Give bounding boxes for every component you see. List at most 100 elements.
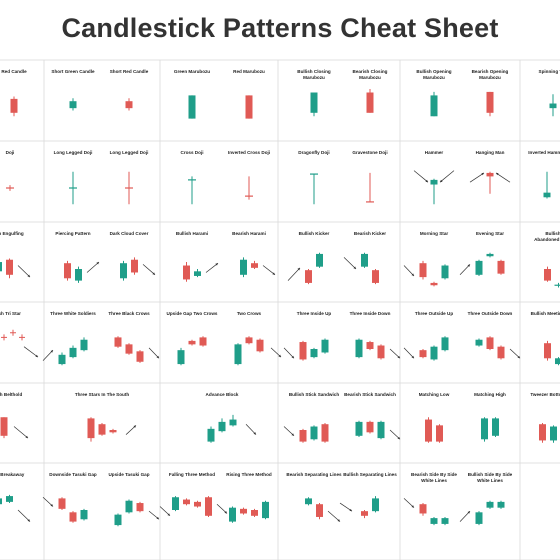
bear-candle (98, 424, 106, 435)
pattern-label: Advance Block (206, 392, 239, 397)
bull-candle (310, 426, 318, 440)
pattern-label: Evening Star (476, 231, 504, 236)
pattern-label: Bullish Kicker (299, 231, 330, 236)
bull-candle (305, 498, 312, 505)
bear-candle (361, 511, 368, 516)
trend-arrow-head (467, 264, 470, 267)
trend-arrow (86, 261, 100, 273)
bear-candle (419, 504, 427, 514)
bear-candle (299, 430, 307, 442)
bear-candle (251, 263, 258, 268)
trend-arrow-head (215, 263, 218, 266)
trend-arrow (245, 423, 257, 435)
pattern-label: Bearish Harami (232, 231, 266, 236)
trend-arrow-head (411, 273, 414, 276)
bear-candle (486, 337, 494, 349)
pattern-label: Morning Star (420, 231, 449, 236)
bear-candle (183, 265, 190, 280)
trend-arrow-head (467, 511, 470, 514)
pattern-label: Marubozu (479, 75, 501, 80)
bull-candle (372, 498, 379, 512)
trend-arrow (403, 347, 415, 359)
bull-candle (430, 346, 438, 360)
bear-candle (544, 269, 551, 281)
trend-arrow (287, 267, 301, 281)
bull-candle (234, 344, 242, 365)
bear-candle (64, 263, 71, 279)
pattern-label: Bearish Belthold (0, 392, 22, 397)
pattern-label: Matching High (474, 392, 506, 397)
trend-arrow (262, 265, 276, 276)
bull-candle (361, 253, 368, 267)
trend-arrow-head (411, 355, 414, 359)
trend-arrow-head (425, 179, 428, 183)
bear-candle (430, 282, 438, 286)
pattern-label: Marubozu (303, 75, 325, 80)
bull-candle (58, 354, 66, 365)
trend-arrow-head (27, 274, 30, 278)
bull-candle (475, 260, 483, 275)
bull-candle (486, 501, 494, 508)
trend-arrow-head (291, 433, 294, 436)
pattern-label: Long Legged Doji (110, 150, 149, 155)
trend-arrow (343, 257, 357, 270)
bull-candle (497, 501, 505, 508)
bear-candle (240, 508, 247, 514)
trend-arrow-head (35, 354, 38, 358)
bull-candle (310, 349, 318, 358)
trend-arrow-head (278, 354, 281, 358)
pattern-label: Matching Low (419, 392, 450, 397)
pattern-label: Cross Doji (181, 150, 204, 155)
bull-candle (355, 339, 363, 358)
trend-arrow-head (440, 179, 443, 183)
trend-arrow-head (50, 504, 53, 507)
bear-candle (87, 418, 95, 439)
trend-arrow (439, 170, 455, 183)
pattern-label: Long Legged Doji (54, 150, 93, 155)
pattern-label: Marubozu (359, 75, 381, 80)
pattern-label: Bullish Meeting Line (531, 311, 560, 316)
pattern-label: Three White Soldiers (50, 311, 96, 316)
bear-candle (0, 417, 8, 436)
bull-candle (355, 421, 363, 436)
bull-candle (75, 269, 82, 281)
pattern-label: Hammer (425, 150, 444, 155)
bear-candle (366, 342, 374, 349)
pattern-label: Three Outside Down (468, 311, 513, 316)
bull-candle (114, 514, 122, 526)
bear-candle (69, 512, 77, 522)
trend-arrow-head (224, 511, 227, 514)
bull-candle (475, 512, 483, 524)
bear-candle (183, 499, 190, 505)
pattern-label: White Lines (477, 478, 503, 483)
bear-candle (539, 424, 546, 441)
pattern-label: Dark Cloud Cover (110, 231, 149, 236)
bear-candle (205, 497, 212, 516)
bull-candle (310, 92, 318, 113)
bear-candle (245, 95, 253, 119)
pattern-label: Two Crows (237, 311, 262, 316)
bull-candle (430, 179, 438, 185)
pattern-label: Tweezer Bottom (530, 392, 560, 397)
pattern-label: Bearish Side By Side (411, 472, 457, 477)
pattern-label: Piercing Pattern (55, 231, 90, 236)
bull-candle (481, 418, 488, 440)
pattern-label: Bearish Kicker (354, 231, 386, 236)
trend-arrow-head (167, 513, 170, 516)
bull-candle (262, 501, 269, 519)
pattern-label: Bearish Opening (472, 69, 509, 74)
trend-arrow-head (96, 262, 99, 265)
pattern-label: Bullish Stick Sandwich (289, 392, 339, 397)
trend-arrow (495, 172, 511, 183)
bear-candle (136, 351, 144, 362)
pattern-label: Bearish Closing (353, 69, 388, 74)
bear-candle (114, 337, 122, 347)
bull-candle (441, 337, 449, 351)
trend-arrow (148, 347, 160, 359)
bull-candle (229, 507, 236, 522)
pattern-label: Bullish Closing (297, 69, 331, 74)
pattern-label: Red Marubozu (233, 69, 265, 74)
pattern-label: Bullish Separating Lines (343, 472, 397, 477)
bear-candle (377, 345, 385, 359)
